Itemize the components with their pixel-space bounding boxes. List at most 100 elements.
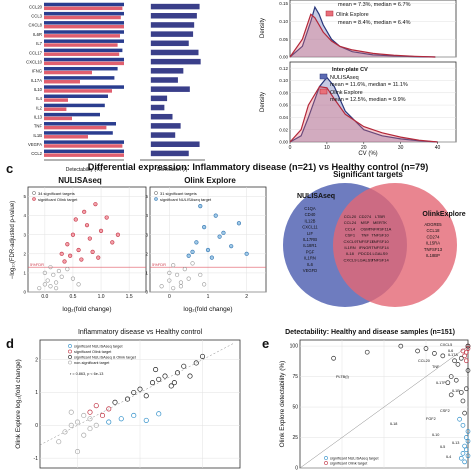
scatter-point — [143, 417, 149, 423]
detectability-bar — [44, 76, 115, 80]
y-tick-label: 0.08 — [279, 90, 288, 95]
legend-entry: significant NULISAseq & Olink target — [74, 356, 137, 360]
y-tick-label: 0 — [145, 290, 148, 295]
point-label: FGF2 — [426, 417, 436, 421]
panel-a: CCL20 CCL3 CXCL8 IL6R IL7 CCL17 CXCL10 IFNG IL17… — [26, 2, 205, 173]
nulisa-volcano-y-label: −log₁₀(FDR-adjusted p-value) — [10, 201, 16, 279]
point — [190, 261, 195, 266]
density-bottom-legend-olink: Olink Explore — [330, 90, 363, 96]
correlation-bar — [150, 86, 190, 92]
nulisa-legend-1: 34 significant targets — [38, 191, 75, 196]
density-bottom-nulisa-swatch — [319, 73, 328, 80]
venn-title: Significant targets — [333, 170, 403, 179]
density-x-label: CV (%) — [358, 151, 377, 157]
density-bottom-legend-nulisa: NULISAseq — [330, 75, 359, 81]
significant-point — [202, 224, 207, 230]
correlation-bar — [150, 104, 165, 111]
gene-label: CXCL8 — [29, 23, 43, 28]
detectability-bar — [44, 116, 72, 121]
point-label: IL13 — [452, 441, 459, 445]
detectability-bar — [44, 140, 124, 144]
correlation-bar — [150, 141, 200, 147]
venn-target: CSF1 — [345, 233, 356, 238]
scatter-point — [445, 380, 451, 386]
venn-target: ADGRE5 — [424, 222, 442, 227]
point — [51, 272, 56, 277]
significant-point — [194, 240, 199, 245]
detectability-bar — [44, 11, 124, 16]
detectability-bar — [44, 66, 118, 71]
scatter-point — [143, 393, 149, 399]
venn-target: MERTK — [373, 220, 387, 225]
density-curve — [289, 76, 438, 143]
venn-target: TNFSF14 — [371, 245, 389, 250]
panel-e-identity-line — [299, 345, 469, 469]
detectability-bar — [44, 34, 120, 38]
venn-target: CCL24 — [344, 220, 357, 225]
significant-point — [62, 259, 67, 264]
gene-label: IL7 — [36, 41, 42, 46]
scatter-point — [462, 443, 467, 449]
y-tick-label: 0.04 — [279, 115, 288, 120]
venn-target: LIF — [307, 231, 313, 236]
olink-legend-2: significant NULISAseq target — [160, 197, 212, 202]
point — [42, 270, 47, 276]
panel-d-points — [56, 353, 206, 455]
scatter-point — [460, 451, 466, 456]
density-bottom-legend-line2: mean = 12.5%, median = 9.9% — [330, 97, 406, 103]
detectability-bar — [44, 131, 113, 135]
panel-d-title: Inflammatory disease vs Healthy control — [78, 329, 203, 336]
point — [198, 272, 203, 277]
significant-point — [98, 228, 104, 234]
venn-target: LTBR — [375, 214, 385, 219]
scatter-point — [68, 409, 74, 415]
point — [182, 266, 187, 272]
legend-entry: significant Olink target — [74, 350, 112, 354]
venn-target: TNFSF13 — [424, 247, 443, 252]
gene-label: IL2 — [36, 105, 42, 110]
detectability-bar — [44, 125, 107, 130]
point-label: PLTB(I) — [336, 375, 350, 379]
x-tick-label: 40 — [435, 145, 441, 151]
significant-point — [221, 230, 226, 235]
panel-d-ticks: -1 0 1 2 — [34, 357, 39, 461]
significant-point — [209, 255, 214, 260]
x-tick-label: 0 — [289, 145, 292, 151]
y-tick-label: 1 — [35, 390, 38, 396]
panel-d-stats: r = 0.863, p < 6e-13 — [70, 372, 103, 376]
venn-target: LGALS9 — [372, 251, 388, 256]
point-label: TNF — [432, 365, 440, 369]
scatter-point — [106, 419, 112, 425]
gene-label: IL10 — [34, 87, 43, 92]
detectability-bar — [44, 153, 124, 157]
scatter-point — [465, 429, 471, 434]
olink-volcano-ticks: 0 1 2 3 4 5 0 1 2 — [145, 194, 248, 300]
gene-label: IL6R — [33, 32, 42, 37]
nulisa-volcano-title: NULISAseq — [58, 176, 102, 185]
point-label: IL1B — [452, 389, 460, 393]
scatter-point — [68, 422, 74, 428]
scatter-point — [462, 410, 467, 416]
legend-entry: non-significant target — [74, 361, 110, 365]
significant-point — [73, 217, 78, 222]
detectability-bar — [44, 57, 124, 62]
point-label: IL10 — [432, 433, 439, 437]
y-tick-label: 0.15 — [279, 1, 288, 6]
legend-marker — [324, 461, 328, 465]
density-bottom-y-label: Density — [260, 92, 266, 112]
venn-target: C1QA — [304, 206, 316, 211]
x-tick-label: 10 — [324, 145, 330, 151]
point-label: IL4 — [446, 455, 451, 459]
point-label: IL17A — [448, 353, 458, 357]
y-tick-label: 0.10 — [279, 19, 288, 24]
olink-legend-marker1 — [154, 191, 158, 195]
detectability-bar — [44, 24, 124, 29]
significant-point — [244, 251, 249, 256]
olink-legend-1: 31 significant targets — [160, 191, 197, 196]
panel-e-title: Detectability: Healthy and disease sampl… — [285, 329, 455, 336]
panel-e-letter: e — [262, 336, 269, 351]
significant-point — [236, 221, 242, 226]
point — [70, 276, 76, 281]
scatter-point — [465, 438, 471, 444]
